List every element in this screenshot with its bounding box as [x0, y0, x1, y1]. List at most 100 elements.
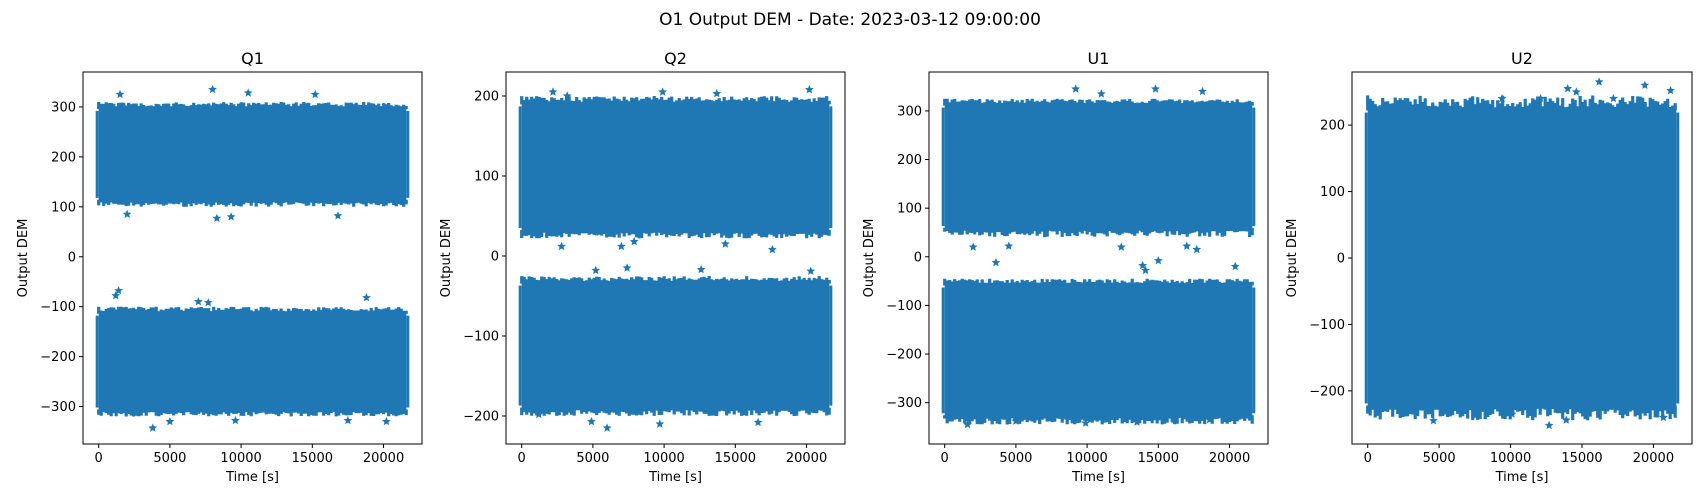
data-point: [194, 297, 203, 306]
axes-frame: [505, 71, 846, 445]
data-point: [806, 266, 816, 275]
data-point: [768, 245, 777, 254]
x-tick-label: 20000: [1209, 451, 1250, 466]
y-tick-label: 0: [68, 250, 76, 265]
y-tick-label: 200: [897, 153, 922, 168]
x-tick-label: 0: [95, 451, 103, 466]
y-tick-label: −200: [1309, 384, 1345, 399]
data-point: [629, 237, 639, 246]
subplot-title: U2: [1511, 49, 1533, 68]
data-point: [1594, 77, 1604, 86]
data-point: [1132, 417, 1142, 426]
point-band-core: [944, 283, 1253, 418]
data-point: [1141, 265, 1150, 275]
y-tick-label: −200: [40, 350, 76, 365]
y-tick-label: −100: [1309, 318, 1345, 333]
axes-frame: [928, 71, 1269, 445]
x-tick-label: 20000: [1633, 451, 1674, 466]
point-band-edge: [1366, 95, 1677, 421]
point-band-right-edge: [1252, 287, 1256, 414]
data-point: [655, 419, 665, 428]
data-point: [1151, 84, 1160, 93]
data-point: [1561, 415, 1571, 424]
data-point: [1011, 416, 1021, 425]
y-tick-label: 300: [897, 104, 922, 119]
y-tick-label: 0: [1337, 252, 1345, 267]
series-points: [518, 85, 833, 432]
y-tick-label: −300: [40, 400, 76, 415]
y-tick-label: 100: [474, 170, 499, 185]
x-axis-label: Time [s]: [1071, 470, 1125, 485]
data-point: [753, 417, 763, 427]
data-point: [602, 423, 612, 432]
data-point: [382, 416, 391, 426]
y-tick-label: −200: [463, 410, 499, 425]
data-point: [115, 89, 125, 99]
x-axis-label: Time [s]: [225, 470, 279, 485]
data-point: [1116, 242, 1126, 251]
subplot-q1: 0 5000 10000 15000 20000 −300 −200 −100 0 100 200 3…: [16, 49, 423, 485]
point-band-edge: [943, 98, 1254, 238]
data-point: [721, 239, 730, 248]
point-band-left-edge: [95, 110, 99, 198]
point-band-core: [521, 102, 830, 233]
data-point: [1429, 416, 1438, 425]
series-points: [95, 84, 410, 432]
subplot-title: U1: [1088, 49, 1110, 68]
x-tick-label: 20000: [786, 451, 827, 466]
y-tick-label: 0: [914, 250, 922, 265]
subplot-u1: 0 5000 10000 15000 20000 −300 −200 −100 0 100 200 3…: [862, 49, 1269, 485]
data-point: [1205, 415, 1214, 424]
x-tick-label: 10000: [1066, 451, 1107, 466]
subplot-title: Q1: [241, 49, 264, 68]
point-band-left-edge: [941, 287, 945, 414]
series-points: [941, 84, 1256, 429]
x-tick-label: 5000: [1423, 451, 1456, 466]
point-band-core: [521, 281, 830, 410]
data-point: [1182, 241, 1192, 250]
data-point: [1571, 87, 1581, 96]
point-band-edge: [520, 276, 831, 416]
data-point: [696, 265, 706, 274]
data-point: [343, 415, 353, 425]
x-tick-label: 10000: [220, 451, 261, 466]
data-point: [805, 85, 814, 94]
data-point: [204, 298, 213, 307]
data-point: [243, 88, 253, 97]
y-tick-label: 300: [51, 100, 76, 115]
point-band-right-edge: [829, 285, 833, 406]
data-point: [1071, 84, 1081, 93]
data-point: [1153, 256, 1163, 265]
data-point: [562, 91, 572, 100]
y-tick-label: 0: [491, 250, 499, 265]
x-tick-label: 15000: [1561, 451, 1602, 466]
data-point: [212, 213, 222, 222]
data-point: [1230, 261, 1240, 271]
x-tick-label: 10000: [643, 451, 684, 466]
subplot-u2: 0 5000 10000 15000 20000 −200 −100 0 100 200 U2 Tim…: [1285, 49, 1693, 485]
y-tick-label: −100: [463, 330, 499, 345]
y-tick-label: −300: [886, 396, 922, 411]
data-point: [148, 423, 158, 432]
data-point: [963, 419, 972, 429]
data-point: [617, 241, 626, 251]
y-axis-label: Output DEM: [862, 219, 877, 298]
data-point: [1659, 412, 1668, 422]
y-tick-label: 100: [897, 202, 922, 217]
x-axis-label: Time [s]: [648, 470, 702, 485]
y-tick-label: 200: [474, 90, 499, 105]
y-tick-label: 100: [1320, 185, 1345, 200]
point-band-left-edge: [941, 107, 945, 227]
point-band-left-edge: [1364, 112, 1368, 404]
data-point: [1563, 84, 1573, 93]
point-band-left-edge: [518, 106, 522, 228]
data-point: [712, 89, 722, 98]
y-axis-label: Output DEM: [16, 219, 31, 298]
point-band-core: [1367, 108, 1677, 408]
y-tick-label: −100: [40, 300, 76, 315]
point-band-right-edge: [829, 106, 833, 228]
y-tick-label: 200: [1320, 119, 1345, 134]
y-tick-label: 200: [51, 150, 76, 165]
data-point: [968, 242, 978, 251]
data-point: [1666, 86, 1675, 95]
